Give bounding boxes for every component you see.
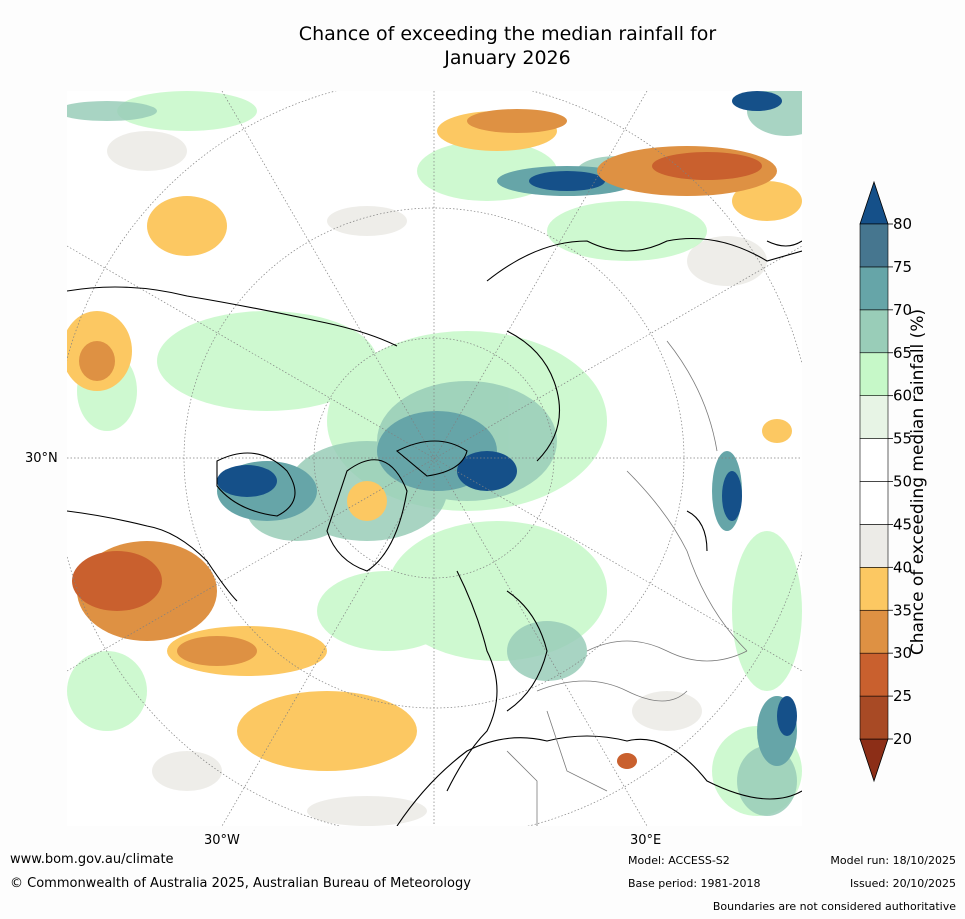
dry-strong-regions	[72, 152, 762, 769]
footer-copyright: © Commonwealth of Australia 2025, Austra…	[10, 876, 471, 891]
colorbar-tick-label-70: 70	[893, 301, 912, 319]
colorbar-over-arrow	[859, 180, 889, 225]
colorbar-bin-20-25	[859, 695, 889, 740]
footer-base-period: Base period: 1981-2018	[628, 877, 761, 890]
map-title: Chance of exceeding the median rainfall …	[190, 22, 825, 70]
colorbar-tick-label-40: 40	[893, 558, 912, 576]
colorbar-bin-75-80	[859, 223, 889, 268]
colorbar-tick-label-65: 65	[893, 344, 912, 362]
wet-very-strong-regions	[217, 91, 797, 736]
rainfall-map[interactable]	[67, 91, 802, 826]
colorbar-bin-70-75	[859, 266, 889, 311]
footer-model-run: Model run: 18/10/2025	[830, 854, 956, 867]
colorbar-bin-60-65	[859, 352, 889, 396]
colorbar-tick-label-25: 25	[893, 687, 912, 705]
colorbar-under-arrow	[859, 738, 889, 783]
footer-disclaimer: Boundaries are not considered authoritat…	[712, 900, 956, 913]
colorbar-bin-55-60	[859, 395, 889, 439]
lat-label-30n: 30°N	[25, 451, 58, 466]
footer-model: Model: ACCESS-S2	[628, 854, 730, 867]
colorbar-bin-25-30	[859, 652, 889, 697]
colorbar-tick-label-75: 75	[893, 258, 912, 276]
footer-issued: Issued: 20/10/2025	[849, 877, 956, 890]
colorbar-bin-45-50	[859, 481, 889, 525]
neutral-patches	[107, 131, 767, 826]
colorbar-label: Chance of exceeding median rainfall (%)	[908, 308, 928, 656]
colorbar-tick-label-30: 30	[893, 644, 912, 662]
colorbar-tick-label-50: 50	[893, 473, 912, 491]
lon-label-30w: 30°W	[204, 833, 240, 848]
colorbar-svg: 20 25 30 35 40 45 50 55 60 65 70 75 80	[859, 180, 912, 783]
coastlines	[67, 237, 802, 826]
colorbar-bin-40-45	[859, 524, 889, 568]
colorbar: 20 25 30 35 40 45 50 55 60 65 70 75 80	[850, 178, 960, 788]
colorbar-bin-65-70	[859, 309, 889, 354]
colorbar-tick-label-80: 80	[893, 215, 912, 233]
colorbar-bin-35-40	[859, 567, 889, 611]
colorbar-tick-label-35: 35	[893, 601, 912, 619]
map-canvas	[67, 91, 802, 826]
lon-label-30e: 30°E	[630, 833, 662, 848]
boundaries	[506, 340, 748, 826]
colorbar-tick-label-55: 55	[893, 430, 912, 448]
graticule	[67, 91, 802, 826]
colorbar-bin-50-55	[859, 438, 889, 482]
title-line-2: January 2026	[444, 47, 571, 69]
colorbar-tick-label-60: 60	[893, 387, 912, 405]
colorbar-tick-label-20: 20	[893, 730, 912, 748]
title-line-1: Chance of exceeding the median rainfall …	[298, 23, 717, 45]
colorbar-tick-label-45: 45	[893, 515, 912, 533]
colorbar-bin-30-35	[859, 609, 889, 654]
footer-url[interactable]: www.bom.gov.au/climate	[10, 852, 174, 867]
